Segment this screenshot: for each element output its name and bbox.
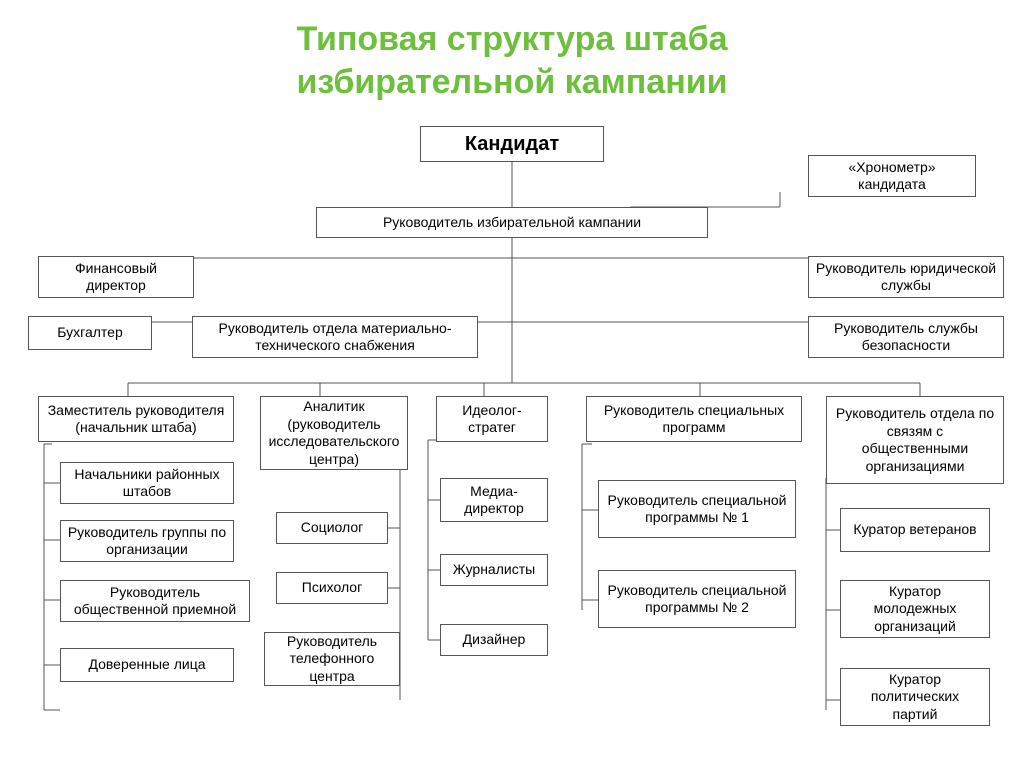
node-district-heads: Начальники районных штабов bbox=[60, 462, 234, 504]
node-org-group-head: Руководитель группы по организации bbox=[60, 520, 234, 562]
node-curator-party: Куратор политических партий bbox=[840, 668, 990, 726]
node-curator-vet: Куратор ветеранов bbox=[840, 508, 990, 552]
node-curator-youth: Куратор молодежных организаций bbox=[840, 580, 990, 638]
node-ideolog: Идеолог-стратег bbox=[436, 396, 548, 442]
node-spec1: Руководитель специальной программы № 1 bbox=[598, 480, 796, 538]
node-deputy-hq: Заместитель руководителя (начальник штаб… bbox=[38, 396, 234, 442]
node-sociologist: Социолог bbox=[276, 512, 388, 544]
node-candidate: Кандидат bbox=[420, 126, 604, 162]
node-public-reception: Руководитель общественной приемной bbox=[60, 580, 250, 622]
node-designer: Дизайнер bbox=[440, 624, 548, 656]
node-campaign-manager: Руководитель избирательной кампании bbox=[316, 207, 708, 238]
node-trusted: Доверенные лица bbox=[60, 648, 234, 682]
node-accountant: Бухгалтер bbox=[28, 316, 152, 350]
node-analyst: Аналитик (руководитель исследовательског… bbox=[260, 396, 408, 470]
node-psychologist: Психолог bbox=[276, 572, 388, 604]
title-line-2: избирательной кампании bbox=[296, 63, 727, 101]
diagram-title: Типовая структура штаба избирательной ка… bbox=[0, 0, 1024, 103]
node-supply-head: Руководитель отдела материально-техничес… bbox=[192, 316, 478, 358]
node-spec2: Руководитель специальной программы № 2 bbox=[598, 570, 796, 628]
node-fin-director: Финансовый директор bbox=[38, 256, 194, 298]
node-chronometer: «Хронометр» кандидата bbox=[808, 155, 976, 197]
node-phone-center: Руководитель телефонного центра bbox=[264, 632, 400, 686]
node-security-head: Руководитель службы безопасности bbox=[808, 316, 1004, 358]
title-line-1: Типовая структура штаба bbox=[296, 20, 727, 58]
node-media-director: Медиа-директор bbox=[440, 478, 548, 522]
node-special-head: Руководитель специальных программ bbox=[586, 396, 802, 442]
node-relations-head: Руководитель отдела по связям с обществе… bbox=[826, 396, 1004, 484]
node-legal-head: Руководитель юридической службы bbox=[808, 256, 1004, 298]
node-journalists: Журналисты bbox=[440, 554, 548, 586]
